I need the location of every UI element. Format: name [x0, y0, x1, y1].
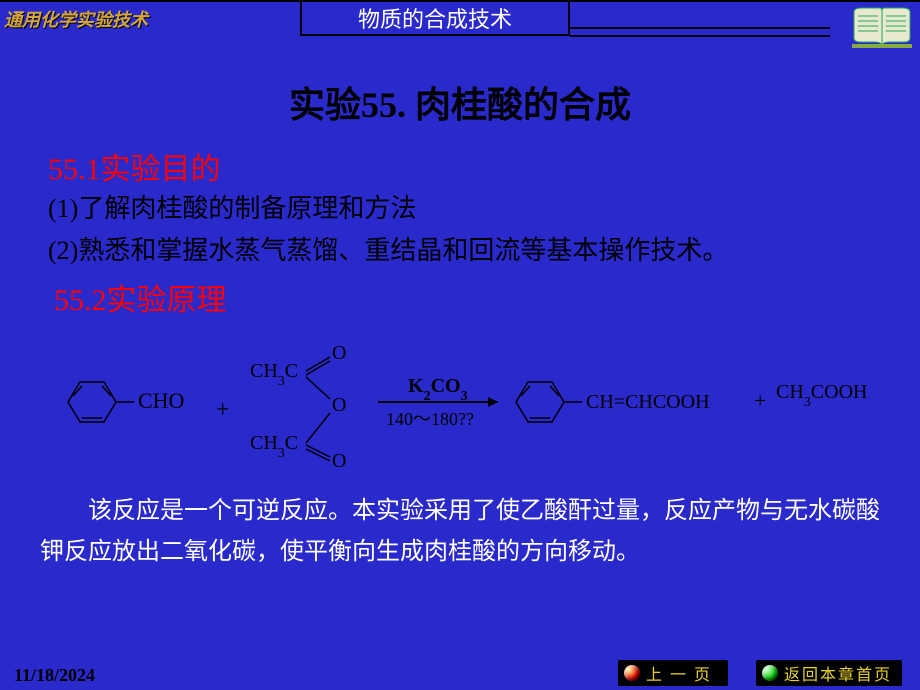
section-heading-1: 55.1实验目的: [48, 144, 872, 188]
red-dot-icon: [624, 665, 640, 681]
header-bar: 通用化学实验技术 物质的合成技术: [0, 0, 920, 36]
objective-1: (1)了解肉桂酸的制备原理和方法: [48, 188, 872, 230]
svg-text:O: O: [332, 450, 346, 467]
decorative-lines: [570, 27, 830, 37]
reaction-equation: CHO + CH3C CH3C O O O K2CO3 140～180??: [48, 337, 872, 473]
reaction-arrow: K2CO3 140～180??: [378, 375, 498, 429]
course-label: 通用化学实验技术: [4, 6, 148, 32]
benzaldehyde-icon: [68, 382, 134, 422]
green-dot-icon: [762, 665, 778, 681]
svg-text:CH3C: CH3C: [250, 432, 298, 461]
explanation-paragraph: 该反应是一个可逆反应。本实验采用了使乙酸酐过量，反应产物与无水碳酸钾反应放出二氧…: [0, 481, 920, 573]
svg-text:140～180??: 140～180??: [386, 409, 474, 429]
objective-2: (2)熟悉和掌握水蒸气蒸馏、重结晶和回流等基本操作技术。: [48, 230, 872, 272]
acetic-anhydride: CH3C CH3C O O O: [250, 342, 346, 467]
section-heading-2: 55.2实验原理: [48, 275, 872, 319]
svg-text:K2CO3: K2CO3: [408, 375, 468, 404]
svg-text:O: O: [332, 394, 346, 416]
section-objectives: 55.1实验目的 (1)了解肉桂酸的制备原理和方法 (2)熟悉和掌握水蒸气蒸馏、…: [0, 144, 920, 271]
product2-label: CH3COOH: [776, 381, 867, 410]
plus-2: +: [754, 388, 766, 413]
slide-date: 11/18/2024: [14, 665, 95, 686]
home-button[interactable]: 返回本章首页: [756, 660, 902, 686]
svg-text:CH3C: CH3C: [250, 360, 298, 389]
experiment-title: 实验55. 肉桂酸的合成: [0, 76, 920, 128]
chapter-title: 物质的合成技术: [358, 2, 512, 34]
book-icon: [852, 6, 912, 50]
section-principle: 55.2实验原理: [0, 275, 920, 319]
plus-1: +: [216, 397, 230, 423]
prev-label: 上一页: [646, 661, 718, 685]
product1-label: CH=CHCOOH: [586, 391, 710, 413]
cho-label: CHO: [138, 388, 184, 413]
svg-text:O: O: [332, 342, 346, 364]
chapter-title-box: 物质的合成技术: [300, 2, 570, 36]
home-label: 返回本章首页: [784, 661, 892, 685]
cinnamic-acid-icon: [516, 382, 582, 422]
nav-buttons: 上一页 返回本章首页: [618, 660, 902, 686]
prev-button[interactable]: 上一页: [618, 660, 728, 686]
